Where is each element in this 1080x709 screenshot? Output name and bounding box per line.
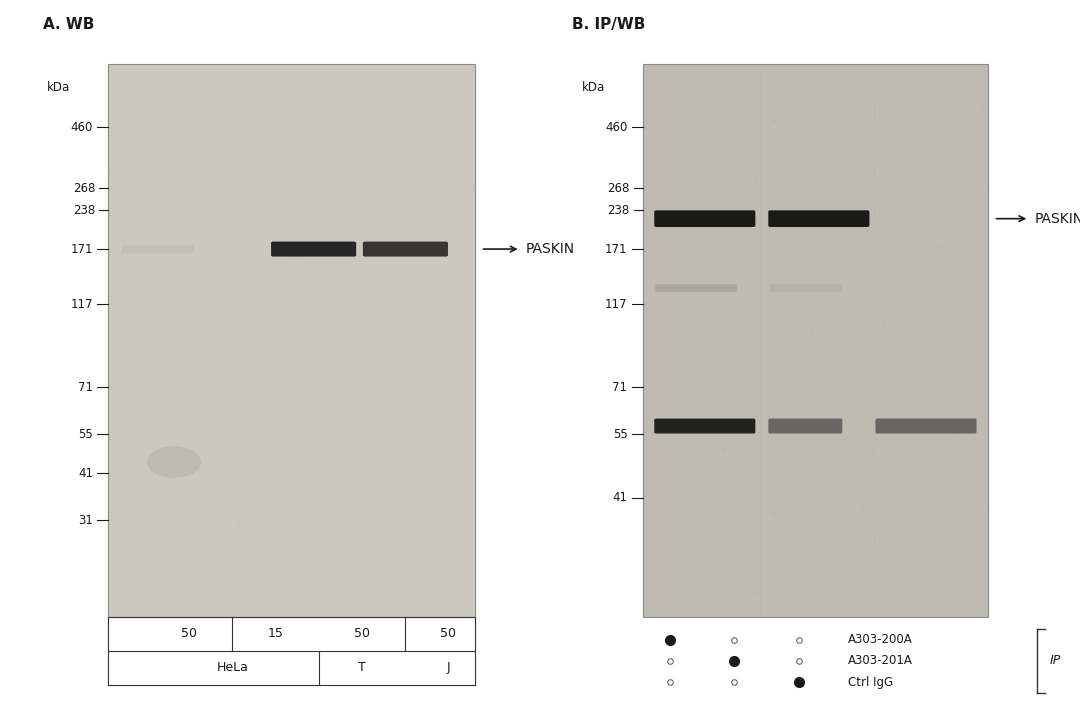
- FancyBboxPatch shape: [643, 64, 988, 617]
- Text: PASKIN: PASKIN: [1035, 212, 1080, 225]
- Text: IP: IP: [1050, 654, 1061, 667]
- Text: kDa: kDa: [46, 82, 70, 94]
- Text: 71: 71: [78, 381, 93, 393]
- Text: 268: 268: [607, 182, 630, 195]
- Text: 238: 238: [607, 204, 630, 217]
- Text: 41: 41: [78, 467, 93, 479]
- FancyBboxPatch shape: [769, 284, 841, 292]
- Text: A. WB: A. WB: [43, 17, 95, 32]
- FancyBboxPatch shape: [108, 64, 475, 617]
- Text: 15: 15: [268, 627, 283, 640]
- Text: 50: 50: [354, 627, 369, 640]
- Text: 55: 55: [612, 428, 627, 441]
- FancyBboxPatch shape: [768, 211, 869, 227]
- FancyBboxPatch shape: [654, 211, 755, 227]
- Text: HeLa: HeLa: [216, 661, 248, 674]
- Text: 50: 50: [181, 627, 197, 640]
- Text: 55: 55: [78, 428, 93, 441]
- Text: A303-200A: A303-200A: [848, 633, 913, 646]
- Text: kDa: kDa: [581, 82, 605, 94]
- FancyBboxPatch shape: [768, 418, 842, 433]
- Text: Ctrl IgG: Ctrl IgG: [848, 676, 893, 688]
- FancyBboxPatch shape: [654, 418, 755, 433]
- Text: A303-201A: A303-201A: [848, 654, 913, 667]
- Text: 41: 41: [612, 491, 627, 504]
- FancyBboxPatch shape: [656, 284, 737, 292]
- Text: 171: 171: [605, 242, 627, 255]
- Text: 460: 460: [605, 121, 627, 134]
- Text: PASKIN: PASKIN: [526, 242, 575, 256]
- Ellipse shape: [147, 446, 201, 478]
- Text: T: T: [357, 661, 366, 674]
- Text: 117: 117: [605, 298, 627, 311]
- Text: J: J: [446, 661, 450, 674]
- FancyBboxPatch shape: [876, 418, 976, 433]
- Text: B. IP/WB: B. IP/WB: [572, 17, 646, 32]
- FancyBboxPatch shape: [271, 242, 356, 257]
- FancyBboxPatch shape: [122, 245, 193, 253]
- Text: 50: 50: [441, 627, 456, 640]
- Text: 268: 268: [72, 182, 95, 195]
- FancyBboxPatch shape: [363, 242, 448, 257]
- Text: 71: 71: [612, 381, 627, 393]
- Text: 171: 171: [70, 242, 93, 255]
- Text: 460: 460: [70, 121, 93, 134]
- Text: 31: 31: [78, 513, 93, 527]
- Text: 238: 238: [72, 204, 95, 217]
- Text: 117: 117: [70, 298, 93, 311]
